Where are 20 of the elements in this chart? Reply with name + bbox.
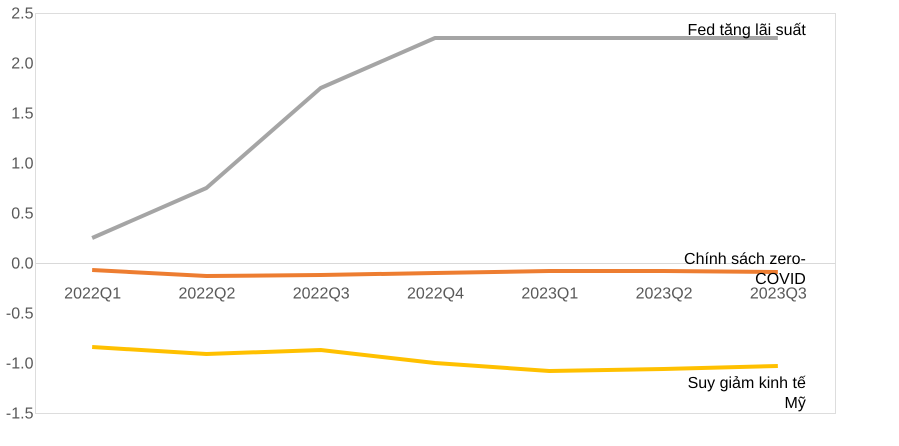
x-tick-label: 2022Q3 [292, 286, 350, 302]
x-tick-label: 2023Q2 [636, 286, 693, 302]
y-tick-label: 1.0 [11, 156, 34, 172]
y-tick-label: -0.5 [6, 306, 34, 322]
y-tick-label: -1.5 [6, 406, 34, 422]
x-tick-label: 2022Q1 [64, 286, 122, 302]
y-tick-label: 0.5 [11, 206, 34, 222]
series-label: Chính sách zero-COVID [684, 251, 806, 288]
line-series [90, 345, 780, 373]
series-label: Suy giảm kinh tế Mỹ [688, 375, 806, 412]
x-tick-label: 2022Q2 [178, 286, 236, 302]
y-tick-label: -1.0 [6, 356, 34, 372]
x-tick-label: 2022Q4 [407, 286, 464, 302]
series-label: Fed tăng lãi suất [688, 22, 806, 39]
y-tick-label: 2.5 [11, 6, 34, 22]
x-tick-label: 2023Q1 [521, 286, 578, 302]
y-tick-label: 2.0 [11, 56, 34, 72]
x-tick-label: 2023Q3 [750, 286, 807, 302]
y-tick-label: 0.0 [11, 256, 34, 272]
y-tick-label: 1.5 [11, 106, 34, 122]
